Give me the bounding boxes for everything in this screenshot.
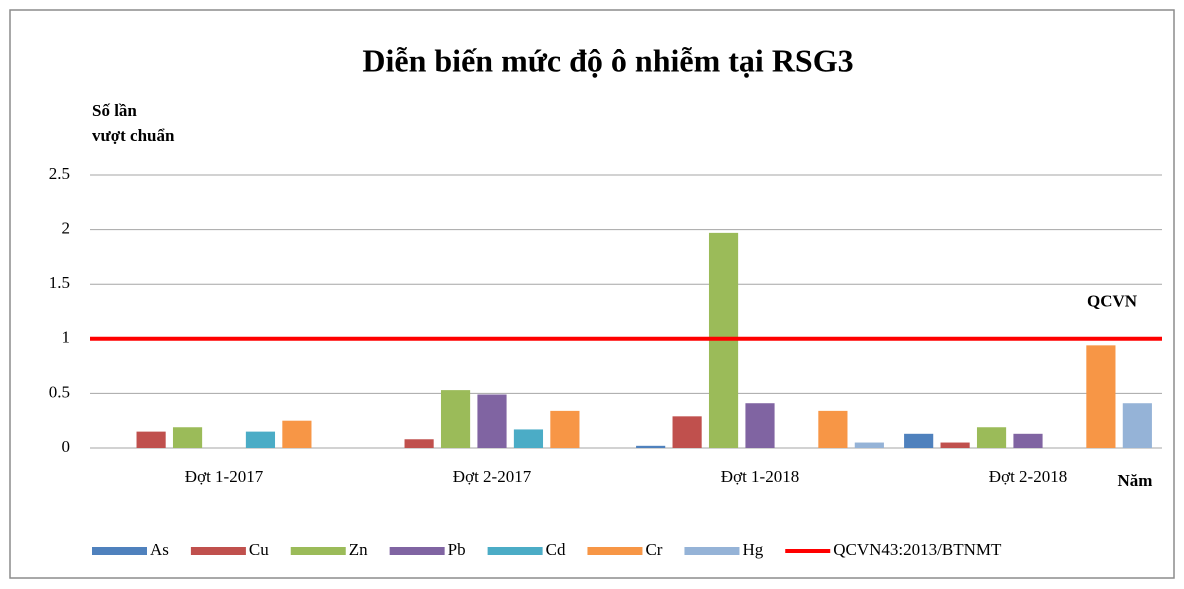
bar (904, 433, 934, 448)
legend-label: Pb (448, 540, 466, 559)
bar (1122, 403, 1152, 448)
legend-swatch (190, 547, 246, 555)
legend-swatch (487, 547, 543, 555)
bar (136, 431, 166, 448)
x-tick-label: Đợt 1-2018 (721, 467, 799, 486)
chart-border (9, 9, 1175, 579)
x-tick-label: Đợt 1-2017 (185, 467, 264, 486)
x-tick-label: Đợt 2-2017 (453, 467, 532, 486)
bar (513, 429, 544, 448)
bar (818, 410, 848, 448)
bar (940, 442, 970, 448)
bar (636, 445, 666, 448)
bar (282, 420, 312, 448)
y-axis-label: Số lần (92, 101, 137, 120)
bar (172, 427, 203, 448)
y-tick-label: 2.5 (49, 164, 70, 183)
bar (1013, 433, 1043, 448)
bar (745, 403, 775, 448)
y-tick-label: 2 (62, 219, 71, 238)
y-tick-label: 1.5 (49, 273, 70, 292)
legend-swatch (587, 547, 643, 555)
bar (245, 431, 276, 448)
x-axis-label: Năm (1118, 471, 1153, 490)
bar (477, 394, 507, 448)
bar (550, 410, 580, 448)
legend-swatch (92, 547, 147, 555)
legend-swatch (684, 547, 740, 555)
y-axis-label: vượt chuẩn (92, 126, 175, 145)
legend-label: Cu (249, 540, 269, 559)
y-tick-label: 0.5 (49, 382, 70, 401)
legend-label: Hg (742, 540, 763, 559)
bar (440, 390, 471, 448)
legend-swatch (389, 547, 445, 555)
bar (404, 439, 434, 448)
bar (1086, 345, 1116, 448)
legend-label: Cr (645, 540, 662, 559)
legend-label: QCVN43:2013/BTNMT (833, 540, 1002, 559)
chart-title: Diễn biến mức độ ô nhiễm tại RSG3 (362, 42, 853, 78)
bar (976, 427, 1007, 448)
x-tick-label: Đợt 2-2018 (989, 467, 1067, 486)
legend-label: Cd (546, 540, 566, 559)
bar (854, 442, 884, 448)
y-tick-label: 1 (62, 328, 71, 347)
legend-swatch (290, 547, 346, 555)
y-tick-label: 0 (62, 437, 71, 456)
bar (672, 416, 702, 448)
legend-label: Zn (349, 540, 368, 559)
reference-annotation: QCVN (1087, 292, 1138, 311)
legend-label: As (150, 540, 169, 559)
